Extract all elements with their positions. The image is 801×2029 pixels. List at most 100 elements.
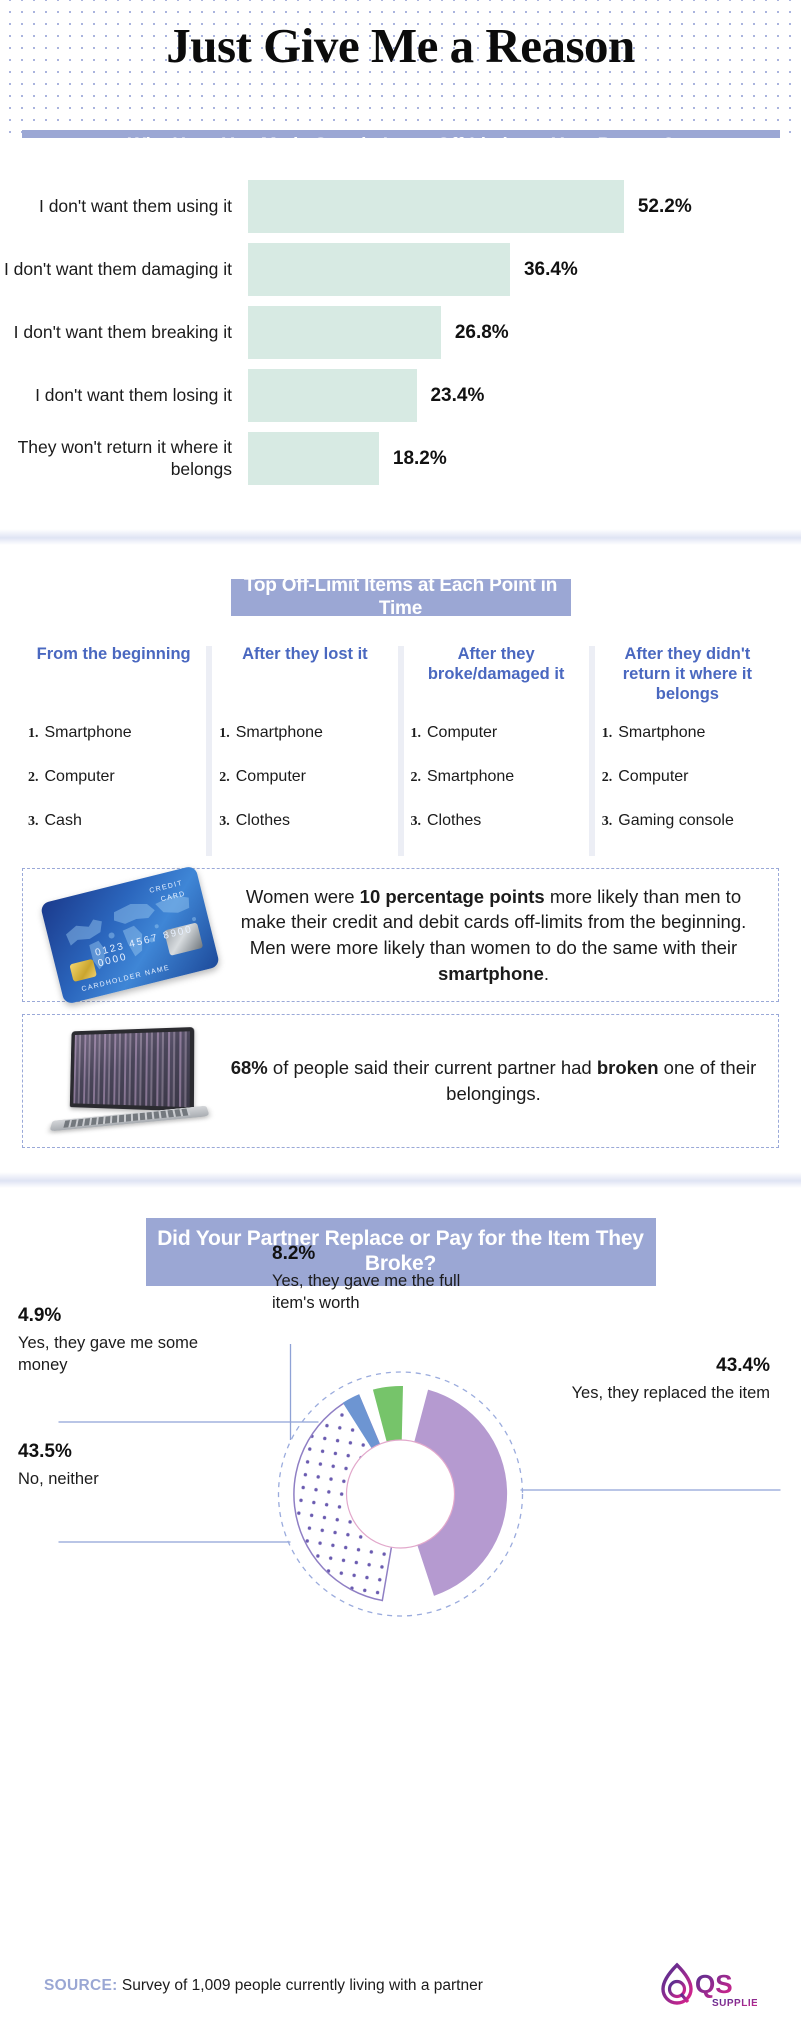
- bar-chart: I don't want them using it 52.2% I don't…: [0, 138, 801, 529]
- source-text: Survey of 1,009 people currently living …: [117, 1977, 483, 1994]
- callout-text-part: Women were: [245, 885, 360, 907]
- list-number: 2.: [28, 770, 39, 785]
- leader-lines: [58, 1343, 780, 1543]
- donut-value: 43.5%: [18, 1440, 72, 1462]
- column-list: 1. Smartphone 2. Computer 3. Clothes: [219, 724, 390, 830]
- column-list: 1. Smartphone 2. Computer 3. Cash: [28, 724, 199, 830]
- donut-desc: Yes, they replaced the item: [571, 1384, 770, 1403]
- list-number: 2.: [219, 770, 230, 785]
- bar-label: I don't want them using it: [38, 195, 232, 216]
- bar-track: 18.2%: [248, 432, 801, 485]
- column-header: After they broke/damaged it: [427, 645, 565, 684]
- callout-text-part: more likely than men to make their credi…: [240, 885, 747, 958]
- list-item: 3. Clothes: [219, 812, 390, 830]
- list-item: 1. Smartphone: [28, 724, 199, 742]
- donut-chart: 8.2% Yes, they gave me the full item's w…: [0, 1243, 801, 1652]
- bar-value: 23.4%: [430, 384, 485, 406]
- bar-value: 36.4%: [523, 258, 578, 280]
- donut-outer-dashed-ring: [277, 1370, 523, 1617]
- section-2-heading: Top Off-Limit Items at Each Point in Tim…: [230, 575, 571, 619]
- callout-broken-laptop: 68% of people said their current partner…: [22, 1014, 779, 1148]
- list-label: Computer: [427, 724, 498, 741]
- bar-row: They won't return it where it belongs 18…: [0, 432, 801, 485]
- bar-track: 26.8%: [248, 306, 801, 359]
- laptop-lid: [69, 1027, 195, 1112]
- callout-text: Women were 10 percentage points more lik…: [223, 884, 764, 986]
- list-label: Computer: [235, 768, 306, 785]
- credit-card-graphic: CREDIT CARD 0123 4567 8900 0000 CARDHOLD…: [39, 865, 221, 1005]
- list-item: 3. Clothes: [411, 812, 582, 830]
- list-item: 2. Computer: [219, 768, 390, 786]
- bar-row: I don't want them damaging it 36.4%: [0, 243, 801, 296]
- list-label: Smartphone: [427, 768, 515, 785]
- logo-wordmark: QS: [695, 1969, 733, 1999]
- list-number: 1.: [219, 726, 230, 741]
- list-label: Smartphone: [235, 724, 323, 741]
- qs-supplies-logo[interactable]: QS SUPPLIES: [661, 1961, 765, 2011]
- bar-label: I don't want them losing it: [35, 384, 232, 405]
- donut-label-replaced: 43.4% Yes, they replaced the item: [530, 1354, 770, 1405]
- donut-desc: Yes, they gave me some money: [18, 1334, 199, 1374]
- title-banner: Just Give Me a Reason: [0, 0, 801, 138]
- column-header: After they didn't return it where it bel…: [622, 645, 753, 704]
- list-number: 1.: [601, 726, 613, 741]
- bar-track: 52.2%: [248, 180, 801, 233]
- list-number: 3.: [219, 814, 230, 829]
- list-number: 1.: [28, 726, 39, 741]
- list-label: Cash: [44, 812, 82, 829]
- donut-label-no-neither: 43.5% No, neither: [18, 1440, 233, 1491]
- callout-text: 68% of people said their current partner…: [223, 1055, 764, 1106]
- section-3-heading: Did Your Partner Replace or Pay for the …: [145, 1218, 656, 1286]
- source-note: SOURCE: Survey of 1,009 people currently…: [44, 1977, 483, 1995]
- donut-value: 43.4%: [716, 1354, 770, 1376]
- list-item: 1. Smartphone: [602, 724, 773, 742]
- items-column: From the beginning 1. Smartphone 2. Comp…: [18, 644, 209, 856]
- donut-value: 8.2%: [272, 1242, 316, 1264]
- list-item: 2. Computer: [602, 768, 773, 786]
- credit-card-body: CREDIT CARD 0123 4567 8900 0000 CARDHOLD…: [39, 865, 221, 1005]
- bar-row: I don't want them using it 52.2%: [0, 180, 801, 233]
- list-label: Clothes: [427, 812, 482, 829]
- callout-text-part: one of their belongings.: [446, 1057, 757, 1104]
- bar-label: I don't want them breaking it: [13, 321, 232, 342]
- items-column: After they didn't return it where it bel…: [588, 644, 783, 856]
- section-divider: [0, 529, 801, 545]
- list-label: Computer: [44, 768, 115, 785]
- list-label: Smartphone: [618, 724, 706, 741]
- bar-fill: [248, 243, 511, 296]
- callout-text-part: of people said their current partner had: [267, 1057, 597, 1079]
- bar-track: 36.4%: [248, 243, 801, 296]
- bar-fill: [248, 306, 441, 359]
- list-label: Computer: [618, 768, 689, 785]
- bar-fill: [248, 432, 380, 485]
- list-label: Smartphone: [44, 724, 132, 741]
- list-item: 1. Computer: [411, 724, 582, 742]
- source-label: SOURCE:: [44, 1977, 118, 1994]
- callout-credit-card: CREDIT CARD 0123 4567 8900 0000 CARDHOLD…: [22, 865, 779, 1005]
- donut-label-some-money: 4.9% Yes, they gave me some money: [18, 1304, 233, 1377]
- items-column: After they broke/damaged it 1. Computer …: [397, 644, 592, 856]
- list-number: 3.: [28, 814, 39, 829]
- column-list: 1. Computer 2. Smartphone 3. Clothes: [411, 724, 582, 830]
- list-label: Clothes: [235, 812, 290, 829]
- list-number: 2.: [410, 770, 422, 785]
- bar-fill: [248, 180, 625, 233]
- logo-tagline: SUPPLIES: [712, 1998, 757, 2009]
- bar-value: 52.2%: [637, 195, 692, 217]
- bar-label: They won't return it where it belongs: [17, 437, 232, 479]
- callout-text-part: .: [543, 962, 550, 984]
- bar-value: 26.8%: [454, 321, 509, 343]
- page-title: Just Give Me a Reason: [166, 18, 635, 73]
- bar-chart-section: I don't want them using it 52.2% I don't…: [0, 138, 801, 529]
- column-header: After they lost it: [242, 645, 368, 663]
- footer: SOURCE: Survey of 1,009 people currently…: [0, 1943, 801, 2029]
- bar-track: 23.4%: [248, 369, 801, 422]
- callout-text-bold: broken: [596, 1057, 659, 1079]
- items-columns: From the beginning 1. Smartphone 2. Comp…: [0, 644, 801, 856]
- list-item: 3. Cash: [28, 812, 199, 830]
- donut-label-full-worth: 8.2% Yes, they gave me the full item's w…: [272, 1242, 472, 1315]
- donut-graphic: [58, 1343, 780, 1617]
- broken-laptop-icon: [37, 1027, 223, 1133]
- list-number: 3.: [601, 814, 613, 829]
- logo-icon: QS SUPPLIES: [661, 1962, 765, 2009]
